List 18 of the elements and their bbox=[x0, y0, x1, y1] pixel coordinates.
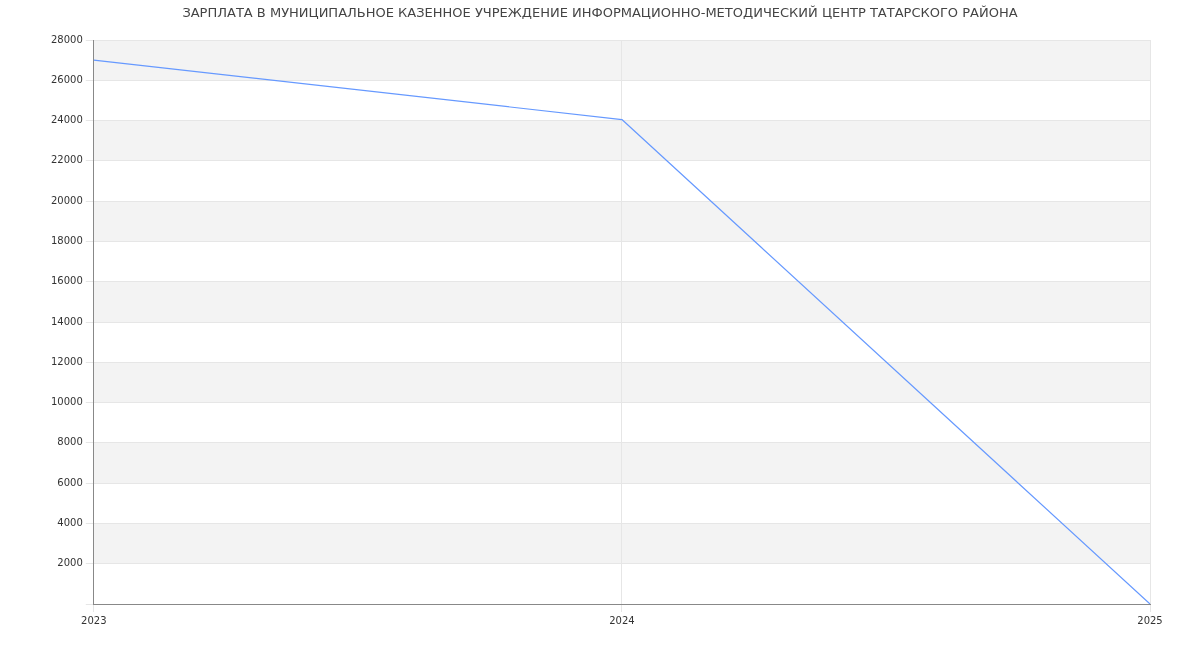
y-tick-label: 6000 bbox=[57, 476, 83, 488]
y-tick-label: 18000 bbox=[51, 235, 83, 247]
y-tick-label: 2000 bbox=[57, 557, 83, 569]
y-tick-label: 24000 bbox=[51, 114, 83, 126]
x-tick-label: 2024 bbox=[609, 614, 635, 626]
y-tick-label: 14000 bbox=[51, 315, 83, 327]
y-tick-label: 16000 bbox=[51, 275, 83, 287]
y-tick-label: 10000 bbox=[51, 396, 83, 408]
y-tick-label: 8000 bbox=[57, 436, 83, 448]
y-tick-label: 22000 bbox=[51, 154, 83, 166]
y-tick-label: 26000 bbox=[51, 73, 83, 85]
y-tick-label: 12000 bbox=[51, 355, 83, 367]
x-tick-label: 2025 bbox=[1137, 614, 1163, 626]
x-tick-label: 2023 bbox=[81, 614, 107, 626]
y-tick-label: 20000 bbox=[51, 194, 83, 206]
chart-title: ЗАРПЛАТА В МУНИЦИПАЛЬНОЕ КАЗЕННОЕ УЧРЕЖДЕНИЕ ИНФОРМАЦИОННО-МЕТОДИЧЕСКИЙ ЦЕНТР ТАТАРСКОГО РАЙОНА bbox=[181, 5, 1019, 20]
y-tick-label: 28000 bbox=[51, 33, 83, 45]
y-tick-label: 4000 bbox=[57, 517, 83, 529]
